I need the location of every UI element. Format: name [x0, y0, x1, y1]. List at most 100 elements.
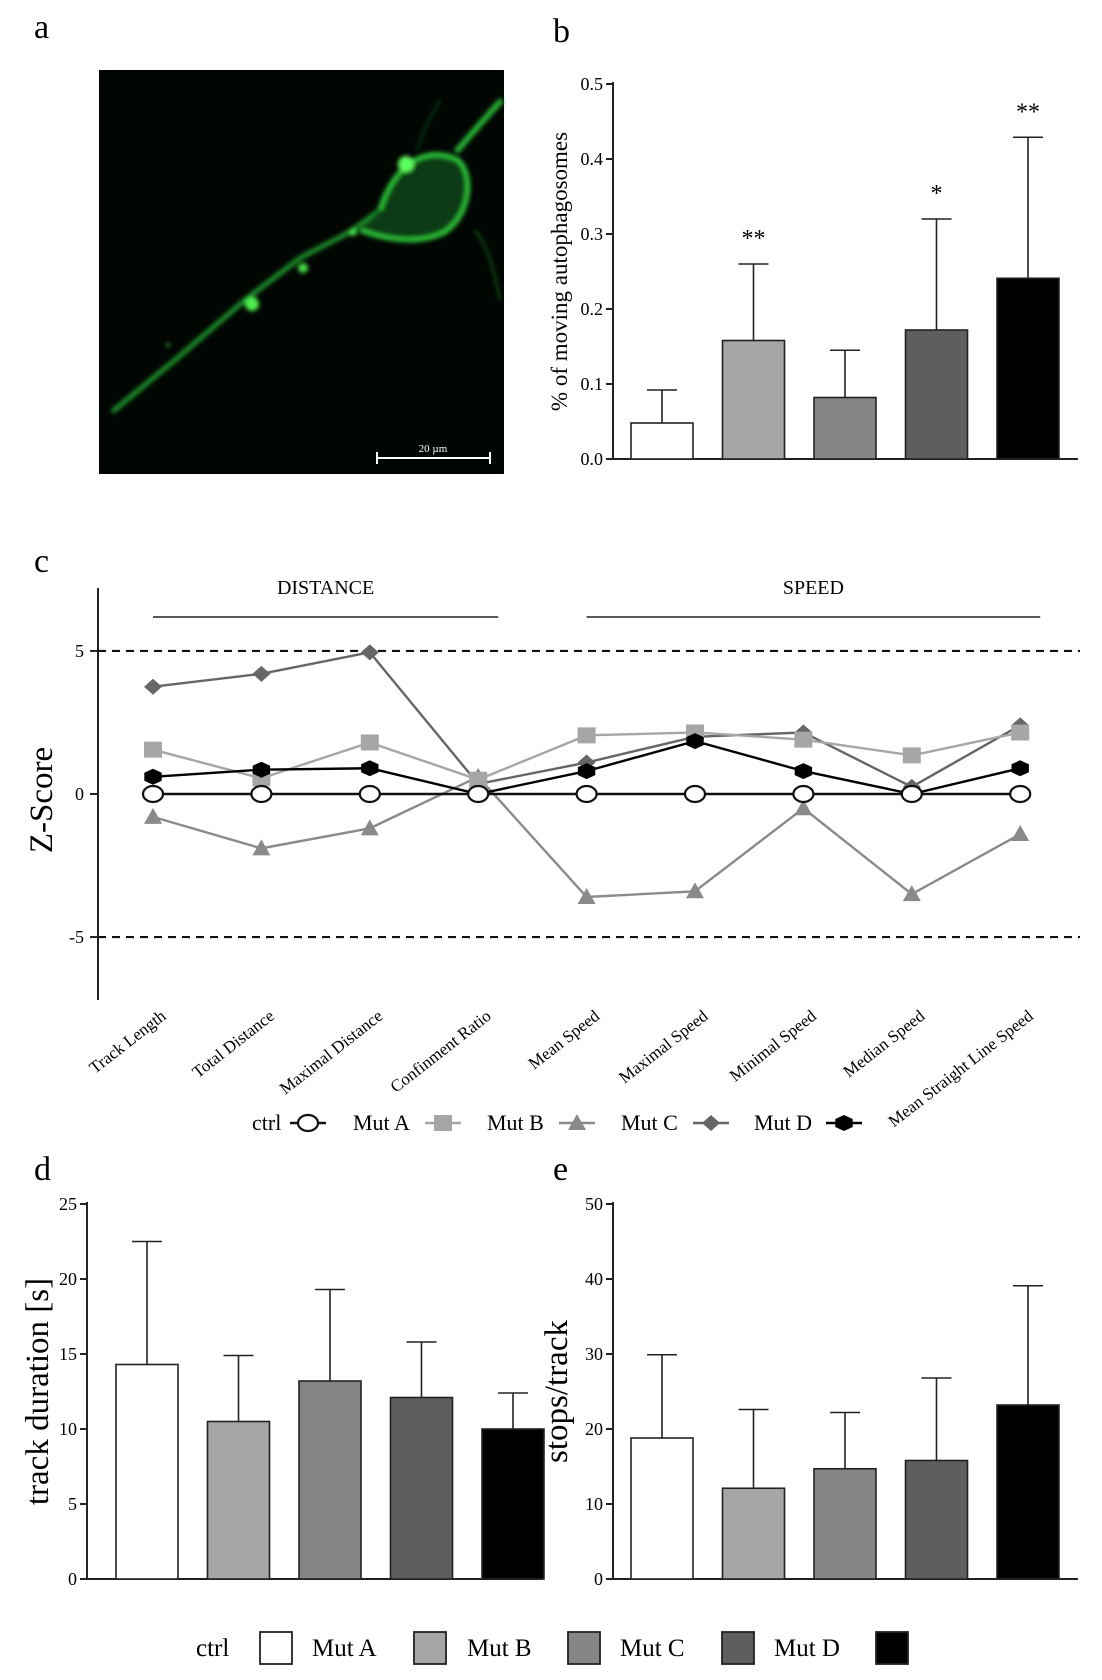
chart-e: 0 10 20 30 40 50 stops/track	[539, 1194, 1078, 1589]
bar	[206, 1420, 271, 1580]
marker-hexagon	[577, 763, 596, 780]
panel-letter-d: d	[34, 1151, 51, 1188]
significance-label: **	[1016, 99, 1040, 125]
y-axis-label: stops/track	[539, 1320, 575, 1463]
x-tick-label: Minimal Speed	[726, 1006, 820, 1086]
y-tick-label: 50	[585, 1194, 603, 1214]
x-tick-label: Maximal Speed	[615, 1006, 712, 1087]
marker-square	[360, 734, 379, 751]
chart-d: 0 5 10 15 20 25 track duration [s]	[20, 1194, 545, 1589]
x-tick-label: Confinment Ratio	[387, 1006, 495, 1096]
marker-circle	[683, 784, 707, 804]
y-tick-label: 0	[68, 1569, 77, 1589]
y-tick-label: 5	[75, 641, 84, 661]
marker-diamond	[360, 644, 379, 661]
marker-triangle	[902, 885, 921, 902]
y-tick-label: 10	[585, 1494, 603, 1514]
marker-circle	[250, 784, 273, 804]
marker-square	[144, 741, 162, 758]
marker-circle	[358, 784, 381, 804]
marker-triangle	[360, 819, 379, 836]
marker-circle	[141, 784, 165, 804]
y-tick-label: 10	[59, 1419, 77, 1439]
legend-swatch	[413, 1631, 447, 1665]
y-tick-label: 0.5	[581, 74, 604, 94]
marker-circle	[1009, 784, 1032, 804]
marker-hexagon	[1011, 760, 1029, 777]
marker-hexagon	[835, 1115, 853, 1131]
bar	[721, 1487, 786, 1580]
legend-label: Mut B	[467, 1635, 532, 1662]
y-tick-label: -5	[69, 927, 84, 947]
marker-triangle	[577, 888, 596, 904]
panel-letter-b: b	[553, 13, 570, 50]
y-tick-label: 15	[59, 1344, 77, 1364]
y-axis-label: track duration [s]	[20, 1278, 56, 1505]
x-tick-label: Total Distance	[189, 1006, 278, 1082]
marker-hexagon	[252, 761, 271, 778]
x-tick-label: Median Speed	[840, 1006, 929, 1081]
x-tick-label: Maximal Distance	[276, 1006, 386, 1098]
bar	[481, 1428, 545, 1580]
y-tick-label: 25	[59, 1194, 77, 1214]
y-tick-label: 0.4	[581, 149, 604, 169]
y-tick-label: 20	[585, 1419, 603, 1439]
legend-c: ctrl Mut A Mut B Mut C Mut D	[252, 1110, 862, 1135]
neuron-signal	[110, 97, 505, 414]
significance-label: *	[931, 181, 943, 207]
marker-circle	[900, 784, 923, 804]
marker-square	[1011, 724, 1030, 741]
panel-letter-c: c	[34, 543, 49, 580]
bar	[996, 277, 1060, 460]
y-axis-label: Z-Score	[24, 747, 60, 853]
legend-swatch	[567, 1631, 601, 1665]
y-tick-label: 30	[585, 1344, 603, 1364]
y-tick-label: 0.2	[581, 299, 604, 319]
y-tick-label: 20	[59, 1269, 77, 1289]
marker-diamond	[702, 1115, 720, 1131]
marker-triangle	[252, 839, 271, 856]
panel-letter-a: a	[34, 9, 49, 46]
legend-label: Mut C	[620, 1635, 685, 1662]
marker-circle	[296, 1113, 320, 1133]
y-tick-label: 0.1	[581, 374, 604, 394]
marker-square	[794, 731, 813, 748]
marker-hexagon	[794, 763, 813, 780]
bar	[298, 1380, 362, 1580]
marker-square	[577, 727, 596, 744]
legend-label: Mut A	[353, 1110, 410, 1135]
legend-swatch	[259, 1631, 293, 1665]
legend-swatch	[721, 1631, 755, 1665]
bar	[996, 1404, 1060, 1580]
bar	[904, 329, 969, 460]
legend-label: Mut D	[754, 1110, 812, 1135]
chart-b: 0.0 0.1 0.2 0.3 0.4 0.5 % of moving autophagos…	[547, 74, 1078, 469]
y-tick-label: 0.3	[581, 224, 604, 244]
marker-square	[469, 771, 488, 788]
bar	[630, 1437, 694, 1580]
scale-bar-label: 20 µm	[419, 443, 448, 455]
y-tick-label: 0.0	[581, 449, 604, 469]
marker-triangle	[568, 1114, 586, 1130]
marker-triangle	[794, 799, 813, 816]
legend-label: Mut D	[774, 1635, 840, 1662]
legend-label: ctrl	[252, 1110, 281, 1135]
marker-triangle	[144, 807, 162, 824]
bar	[389, 1396, 454, 1580]
marker-square	[434, 1115, 452, 1131]
y-axis-label: % of moving autophagosomes	[547, 132, 572, 411]
bar	[721, 339, 786, 460]
legend-label: Mut C	[621, 1110, 678, 1135]
legend-label: ctrl	[196, 1635, 229, 1662]
marker-diamond	[144, 678, 162, 695]
legend-label: Mut B	[487, 1110, 544, 1135]
marker-square	[902, 747, 921, 764]
y-tick-label: 5	[68, 1494, 77, 1514]
bar	[115, 1363, 179, 1580]
bar	[813, 396, 877, 460]
x-tick-label: Mean Speed	[525, 1006, 604, 1073]
y-tick-label: 0	[594, 1569, 603, 1589]
scale-bar: 20 µm	[376, 443, 491, 464]
marker-hexagon	[361, 760, 379, 777]
